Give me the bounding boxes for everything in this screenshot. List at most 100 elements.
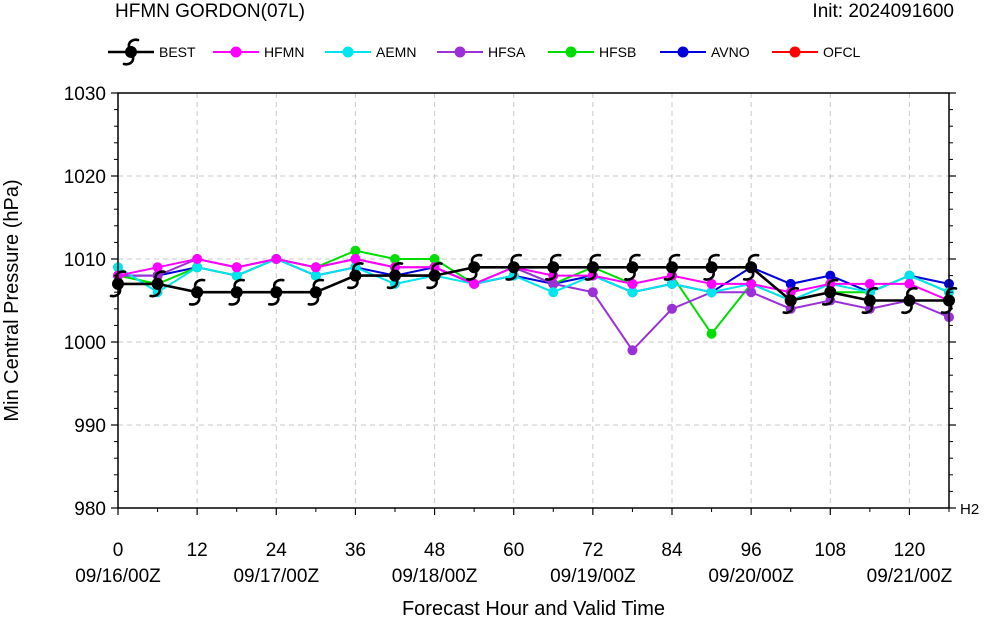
data-point-hfsb xyxy=(350,245,361,256)
hurricane-symbol-arm xyxy=(624,270,636,281)
x-date-label: 09/17/00Z xyxy=(233,566,319,587)
x-tick-label: 108 xyxy=(814,540,846,561)
plot-frame xyxy=(117,92,950,509)
hurricane-symbol-arm xyxy=(866,286,879,297)
x-tick-label: 0 xyxy=(113,540,124,561)
hurricane-symbol-arm xyxy=(347,279,359,290)
hurricane-symbol-arm xyxy=(821,295,834,306)
hurricane-symbol-arm xyxy=(505,270,518,281)
data-point-aemn xyxy=(667,278,677,289)
hurricane-symbol-arm xyxy=(589,253,602,264)
data-point-hfmn xyxy=(152,262,163,273)
legend-item-aemn: AEMN xyxy=(325,44,416,60)
best-track-point xyxy=(782,286,800,315)
data-point-hfmn xyxy=(627,278,638,289)
data-point-hfmn xyxy=(746,278,757,289)
data-point-hfsb xyxy=(429,254,440,264)
x-tick-label: 60 xyxy=(503,540,524,561)
corner-label: H2 xyxy=(960,501,979,518)
hurricane-symbol-core xyxy=(125,46,137,58)
best-track-point xyxy=(663,253,681,281)
y-axis-label: Min Central Pressure (hPa) xyxy=(1,179,23,421)
data-point-aemn xyxy=(231,270,242,281)
data-point-hfsa xyxy=(667,303,677,314)
hurricane-symbol-arm xyxy=(272,278,285,289)
legend-label: HFSB xyxy=(599,44,636,60)
legend-label: OFCL xyxy=(823,44,861,60)
hurricane-symbol-arm xyxy=(663,270,676,281)
hurricane-symbol-arm xyxy=(668,253,681,264)
x-date-label: 09/21/00Z xyxy=(867,566,953,587)
best-track-point xyxy=(505,253,523,281)
legend-marker xyxy=(677,46,689,58)
hurricane-symbol-arm xyxy=(426,279,438,290)
legend-label: HFMN xyxy=(264,44,304,60)
series-line-aemn xyxy=(117,257,950,302)
legend-marker xyxy=(342,46,354,58)
best-track-point xyxy=(426,262,443,290)
data-point-hfsb xyxy=(390,254,400,264)
series-hfmn xyxy=(113,254,954,306)
hurricane-symbol-core xyxy=(745,261,758,274)
y-tick-label: 1030 xyxy=(64,84,106,105)
best-track-point xyxy=(544,253,562,281)
data-point-aemn xyxy=(904,270,915,281)
x-date-label: 09/19/00Z xyxy=(550,566,636,587)
data-point-hfmn xyxy=(231,262,242,273)
data-point-hfsa xyxy=(746,287,757,298)
y-tick-label: 1000 xyxy=(64,333,106,354)
x-tick-label: 120 xyxy=(894,540,926,561)
hurricane-symbol-core xyxy=(349,269,362,282)
data-point-hfsa xyxy=(587,287,598,298)
legend-marker xyxy=(454,46,466,58)
best-track-point xyxy=(901,286,918,315)
legend-item-hfsa: HFSA xyxy=(437,44,526,60)
hurricane-symbol-arm xyxy=(826,278,839,289)
hurricane-symbol-arm xyxy=(307,295,320,306)
hurricane-symbol-core xyxy=(586,261,599,274)
data-point-hfmn xyxy=(706,278,717,289)
hurricane-symbol-arm xyxy=(629,253,641,264)
hurricane-symbol-core xyxy=(626,261,639,274)
hurricane-symbol-arm xyxy=(510,253,523,264)
x-date-label: 09/20/00Z xyxy=(708,566,794,587)
hurricane-symbol-core xyxy=(903,294,916,307)
best-track-point xyxy=(742,253,760,281)
hurricane-symbol-arm xyxy=(742,270,755,281)
hurricane-symbol-arm xyxy=(149,287,161,298)
data-point-hfmn xyxy=(864,278,875,289)
data-point-hfsa xyxy=(627,345,638,356)
data-point-hfmn xyxy=(192,254,203,264)
hurricane-symbol-arm xyxy=(584,270,597,281)
legend: BEST HFMN AEMN HFSA HFSB AVNO OFCL xyxy=(108,38,861,66)
hurricane-symbol-core xyxy=(151,277,164,290)
data-point-hfmn xyxy=(271,254,282,264)
data-point-avno xyxy=(825,270,836,281)
data-point-aemn xyxy=(310,270,321,281)
data-point-avno xyxy=(785,278,796,289)
data-point-aemn xyxy=(192,262,203,273)
hurricane-symbol-core xyxy=(230,286,243,299)
hurricane-symbol-arm xyxy=(154,270,166,281)
hurricane-symbol-arm xyxy=(431,262,443,272)
data-point-aemn xyxy=(627,287,638,298)
hurricane-symbol-arm xyxy=(193,278,206,289)
best-track-point xyxy=(386,262,404,290)
hurricane-symbol-arm xyxy=(188,295,201,306)
legend-item-avno: AVNO xyxy=(660,44,750,60)
hurricane-symbol-core xyxy=(824,286,837,299)
legend-marker xyxy=(789,46,801,58)
best-track-point xyxy=(703,253,720,281)
hurricane-symbol-core xyxy=(389,269,401,282)
legend-item-hfmn: HFMN xyxy=(213,44,304,60)
best-track-point xyxy=(188,278,206,306)
hurricane-symbol-arm xyxy=(703,270,715,281)
y-tick-label: 1010 xyxy=(64,250,106,271)
x-tick-label: 48 xyxy=(424,540,445,561)
hurricane-symbol-arm xyxy=(782,304,795,315)
legend-item-hfsb: HFSB xyxy=(548,44,636,60)
hurricane-symbol-arm xyxy=(465,270,478,281)
hurricane-symbol-arm xyxy=(233,278,246,289)
hurricane-symbol-core xyxy=(784,294,797,307)
hurricane-symbol-arm xyxy=(312,278,325,289)
